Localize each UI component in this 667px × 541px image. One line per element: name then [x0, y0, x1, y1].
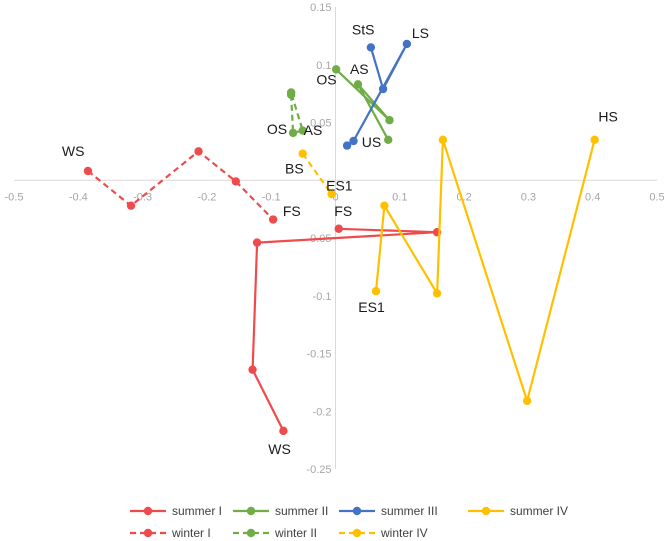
- legend-item-winter-ii[interactable]: winter II: [233, 526, 317, 540]
- series-layer: [83, 39, 599, 436]
- legend-swatch-marker: [246, 528, 256, 538]
- point-label: ES1: [358, 299, 385, 315]
- series-summer-i: [248, 224, 442, 436]
- x-tick-label: 0.5: [649, 191, 664, 203]
- data-point: [353, 80, 363, 89]
- point-label: OS: [316, 71, 336, 87]
- x-tick-label: -0.4: [69, 191, 88, 203]
- legend-item-summer-ii[interactable]: summer II: [233, 504, 328, 518]
- legend-item-winter-iv[interactable]: winter IV: [339, 526, 428, 540]
- legend-swatch-marker: [481, 506, 491, 516]
- legend-label: winter II: [274, 526, 317, 540]
- data-point: [231, 177, 241, 186]
- data-point: [349, 136, 358, 146]
- y-tick-label: 0.1: [316, 60, 331, 72]
- y-tick-label: -0.2: [313, 406, 332, 418]
- data-point: [385, 115, 394, 125]
- data-point: [331, 65, 341, 74]
- series-line-winter-i: [87, 150, 274, 221]
- data-point: [402, 39, 412, 49]
- point-label: WS: [268, 441, 291, 457]
- data-point: [438, 135, 448, 145]
- point-label: WS: [62, 143, 85, 159]
- data-point: [334, 224, 343, 233]
- x-tick-label: 0.3: [521, 191, 536, 203]
- data-point: [252, 238, 262, 247]
- legend-label: winter I: [171, 526, 211, 540]
- data-point: [522, 396, 532, 406]
- data-point: [298, 149, 307, 158]
- point-annotations: WS FS WS FS OS OS AS AS StS LS US BS ES1 ES1 HS: [62, 22, 618, 457]
- x-tick-label: 0.1: [392, 191, 407, 203]
- point-label: AS: [350, 61, 369, 77]
- data-point: [342, 141, 352, 150]
- legend-item-summer-iii[interactable]: summer III: [339, 504, 438, 518]
- legend-item-summer-iv[interactable]: summer IV: [468, 504, 568, 518]
- y-tick-label: 0.15: [310, 2, 331, 14]
- data-point: [279, 426, 288, 436]
- data-point: [366, 43, 376, 52]
- data-point: [194, 147, 203, 156]
- x-tick-label: -0.2: [197, 191, 216, 203]
- series-line-winter-iv: [301, 153, 333, 195]
- data-point: [288, 128, 298, 138]
- legend-swatch-marker: [143, 506, 153, 516]
- data-point: [286, 88, 296, 97]
- legend-swatch-marker: [352, 528, 362, 538]
- point-label: US: [362, 134, 381, 150]
- chart-legend[interactable]: summer I summer II summer III summer IV wint…: [130, 504, 568, 540]
- data-point: [384, 135, 393, 145]
- legend-swatch-marker: [352, 506, 362, 516]
- point-label: HS: [598, 108, 617, 124]
- series-line-summer-iv: [374, 138, 596, 402]
- point-label: FS: [334, 203, 352, 219]
- y-tick-label: -0.15: [306, 349, 331, 361]
- x-tick-label: 0.2: [456, 191, 471, 203]
- point-label: BS: [285, 160, 304, 176]
- x-tick-label: -0.5: [5, 191, 24, 203]
- data-point: [126, 201, 136, 210]
- data-point: [371, 286, 381, 296]
- data-point: [268, 215, 278, 224]
- data-point: [590, 135, 599, 145]
- data-point: [83, 166, 93, 176]
- legend-label: winter IV: [380, 526, 428, 540]
- series-line-summer-iii: [346, 42, 408, 147]
- point-label: FS: [283, 203, 301, 219]
- data-point: [327, 189, 336, 199]
- point-label: LS: [412, 25, 429, 41]
- series-winter-i: [83, 147, 278, 224]
- series-summer-iv: [371, 135, 599, 406]
- data-point: [432, 289, 442, 298]
- data-point: [298, 126, 307, 135]
- legend-swatch-marker: [246, 506, 256, 516]
- series-summer-iii: [342, 39, 412, 150]
- series-line-summer-i: [251, 227, 439, 432]
- series-winter-iv: [298, 149, 336, 199]
- point-label: ES1: [326, 178, 353, 194]
- x-tick-label: 0: [332, 191, 338, 203]
- data-point: [380, 201, 389, 210]
- y-tick-label: -0.25: [306, 464, 331, 476]
- data-point: [248, 365, 257, 374]
- x-tick-label: 0.4: [585, 191, 600, 203]
- y-tick-label: 0.05: [310, 118, 331, 130]
- point-label: OS: [267, 121, 287, 137]
- y-axis-tick-labels: -0.25-0.2-0.15-0.1-0.050.050.10.15: [306, 2, 331, 476]
- legend-label: summer II: [275, 504, 328, 518]
- series-winter-ii: [286, 88, 307, 138]
- x-tick-label: -0.1: [262, 191, 281, 203]
- legend-label: summer I: [172, 504, 222, 518]
- legend-label: summer IV: [510, 504, 568, 518]
- legend-swatch-marker: [143, 528, 153, 538]
- series-line-winter-ii: [290, 92, 304, 134]
- y-tick-label: -0.1: [313, 291, 332, 303]
- data-point: [378, 84, 388, 94]
- legend-item-summer-i[interactable]: summer I: [130, 504, 222, 518]
- legend-item-winter-i[interactable]: winter I: [130, 526, 211, 540]
- point-label: StS: [352, 22, 375, 38]
- point-label: AS: [304, 122, 323, 138]
- legend-label: summer III: [381, 504, 438, 518]
